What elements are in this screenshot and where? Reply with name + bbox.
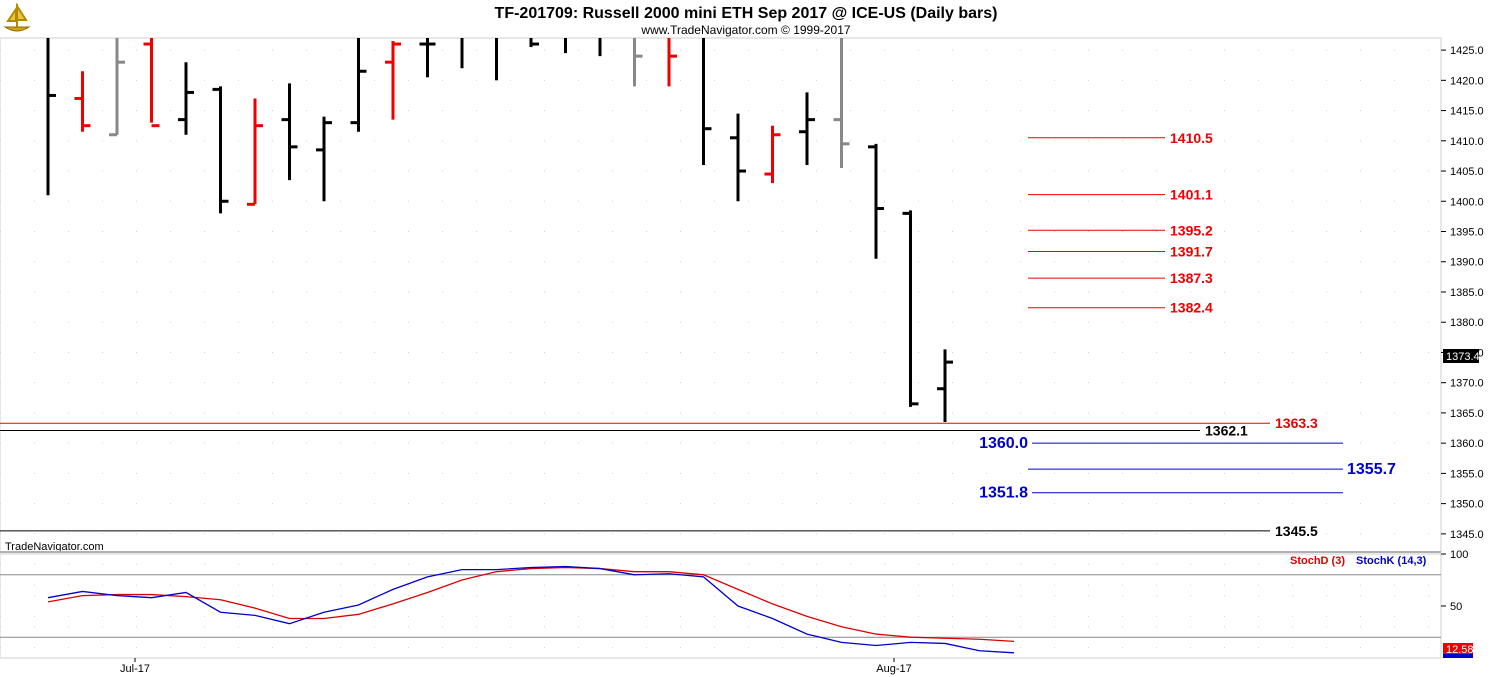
y-tick-label: 1360.0 bbox=[1450, 438, 1484, 450]
last-price-badge: 1373.4 bbox=[1443, 349, 1480, 363]
y-tick-label: 1365.0 bbox=[1450, 408, 1484, 420]
ohlc-bar bbox=[529, 38, 539, 48]
level-label: 1382.4 bbox=[1170, 300, 1213, 316]
y-tick-label: 1390.0 bbox=[1450, 257, 1484, 269]
ohlc-bar bbox=[902, 210, 919, 407]
x-tick-label: Jul-17 bbox=[120, 663, 150, 675]
ohlc-bar bbox=[702, 38, 712, 165]
ohlc-bar bbox=[109, 38, 125, 137]
chart-subtitle: www.TradeNavigator.com © 1999-2017 bbox=[640, 23, 850, 37]
level-label: 1355.7 bbox=[1347, 461, 1396, 478]
ohlc-bar bbox=[74, 71, 91, 132]
chart-title: TF-201709: Russell 2000 mini ETH Sep 201… bbox=[495, 5, 998, 22]
level-label: 1362.1 bbox=[1205, 422, 1248, 438]
y-tick-label: 1355.0 bbox=[1450, 468, 1484, 480]
ohlc-bar bbox=[247, 98, 263, 206]
stoch-last-label: 12.58 bbox=[1446, 644, 1474, 656]
ohlc-bar bbox=[937, 349, 953, 422]
level-label: 1351.8 bbox=[979, 485, 1028, 502]
legend-stochd: StochD (3) bbox=[1290, 555, 1345, 567]
level-label: 1395.2 bbox=[1170, 222, 1213, 238]
ohlc-bar bbox=[46, 38, 56, 196]
stochastic-panel: 100 50 StochD (3) StochK (14,3) 12.58 bbox=[0, 549, 1474, 659]
ohlc-bar bbox=[350, 38, 367, 132]
y-tick-label: 1370.0 bbox=[1450, 378, 1484, 390]
price-y-axis: 1425.0 1420.0 1415.0 1410.0 1405.0 1400.0 1395… bbox=[1441, 45, 1484, 541]
y-tick-label: 100 bbox=[1450, 549, 1468, 561]
level-label: 1387.3 bbox=[1170, 270, 1213, 286]
legend-stochk: StochK (14,3) bbox=[1356, 555, 1427, 567]
stoch-last-badge: 12.58 bbox=[1443, 643, 1474, 658]
price-panel: 1425.0 1420.0 1415.0 1410.0 1405.0 1400.0 1395… bbox=[0, 37, 1484, 553]
ohlc-bar bbox=[419, 38, 436, 78]
ohlc-bar bbox=[316, 116, 332, 202]
stochastic-y-axis: 100 50 bbox=[1441, 549, 1468, 613]
ohlc-bar bbox=[667, 38, 677, 87]
y-tick-label: 1345.0 bbox=[1450, 529, 1484, 541]
y-tick-label: 1385.0 bbox=[1450, 287, 1484, 299]
ohlc-bars bbox=[46, 38, 953, 422]
level-label: 1391.7 bbox=[1170, 243, 1213, 259]
level-label: 1360.0 bbox=[979, 435, 1028, 452]
y-tick-label: 1400.0 bbox=[1450, 196, 1484, 208]
ohlc-bar bbox=[385, 41, 401, 120]
ohlc-bar bbox=[764, 125, 781, 184]
y-tick-label: 1425.0 bbox=[1450, 45, 1484, 57]
level-label: 1401.1 bbox=[1170, 187, 1213, 203]
y-tick-label: 1420.0 bbox=[1450, 75, 1484, 87]
y-tick-label: 1380.0 bbox=[1450, 317, 1484, 329]
ohlc-bar bbox=[730, 113, 746, 202]
y-tick-label: 1410.0 bbox=[1450, 136, 1484, 148]
ohlc-bar bbox=[868, 143, 884, 259]
level-label: 1345.5 bbox=[1275, 523, 1318, 539]
last-price-label: 1373.4 bbox=[1446, 351, 1480, 363]
y-tick-label: 1405.0 bbox=[1450, 166, 1484, 178]
stochastic-grid bbox=[0, 563, 1441, 649]
y-tick-label: 1350.0 bbox=[1450, 499, 1484, 511]
watermark: TradeNavigator.com bbox=[5, 541, 104, 553]
level-label: 1410.5 bbox=[1170, 130, 1213, 146]
series-line-stochk bbox=[47, 565, 1015, 654]
ohlc-bar bbox=[799, 92, 815, 165]
y-tick-label: 1415.0 bbox=[1450, 106, 1484, 118]
stochastic-lines bbox=[47, 565, 1015, 654]
price-levels: 1410.5 1401.1 1395.2 1391.7 1387.3 1382.4 1363… bbox=[0, 130, 1396, 539]
x-tick-label: Aug-17 bbox=[876, 663, 911, 675]
ohlc-bar bbox=[143, 38, 160, 128]
y-tick-label: 50 bbox=[1450, 601, 1462, 613]
ohlc-bar bbox=[212, 86, 229, 214]
series-line-stochd bbox=[47, 566, 1015, 643]
level-label: 1363.3 bbox=[1275, 415, 1318, 431]
x-axis: Jul-17 Aug-17 bbox=[120, 658, 912, 675]
ohlc-bar bbox=[178, 62, 194, 135]
ohlc-bar bbox=[833, 38, 850, 169]
ohlc-bar bbox=[281, 83, 298, 181]
logo-icon bbox=[3, 2, 31, 32]
y-tick-label: 1395.0 bbox=[1450, 227, 1484, 239]
ohlc-bar bbox=[633, 38, 643, 87]
